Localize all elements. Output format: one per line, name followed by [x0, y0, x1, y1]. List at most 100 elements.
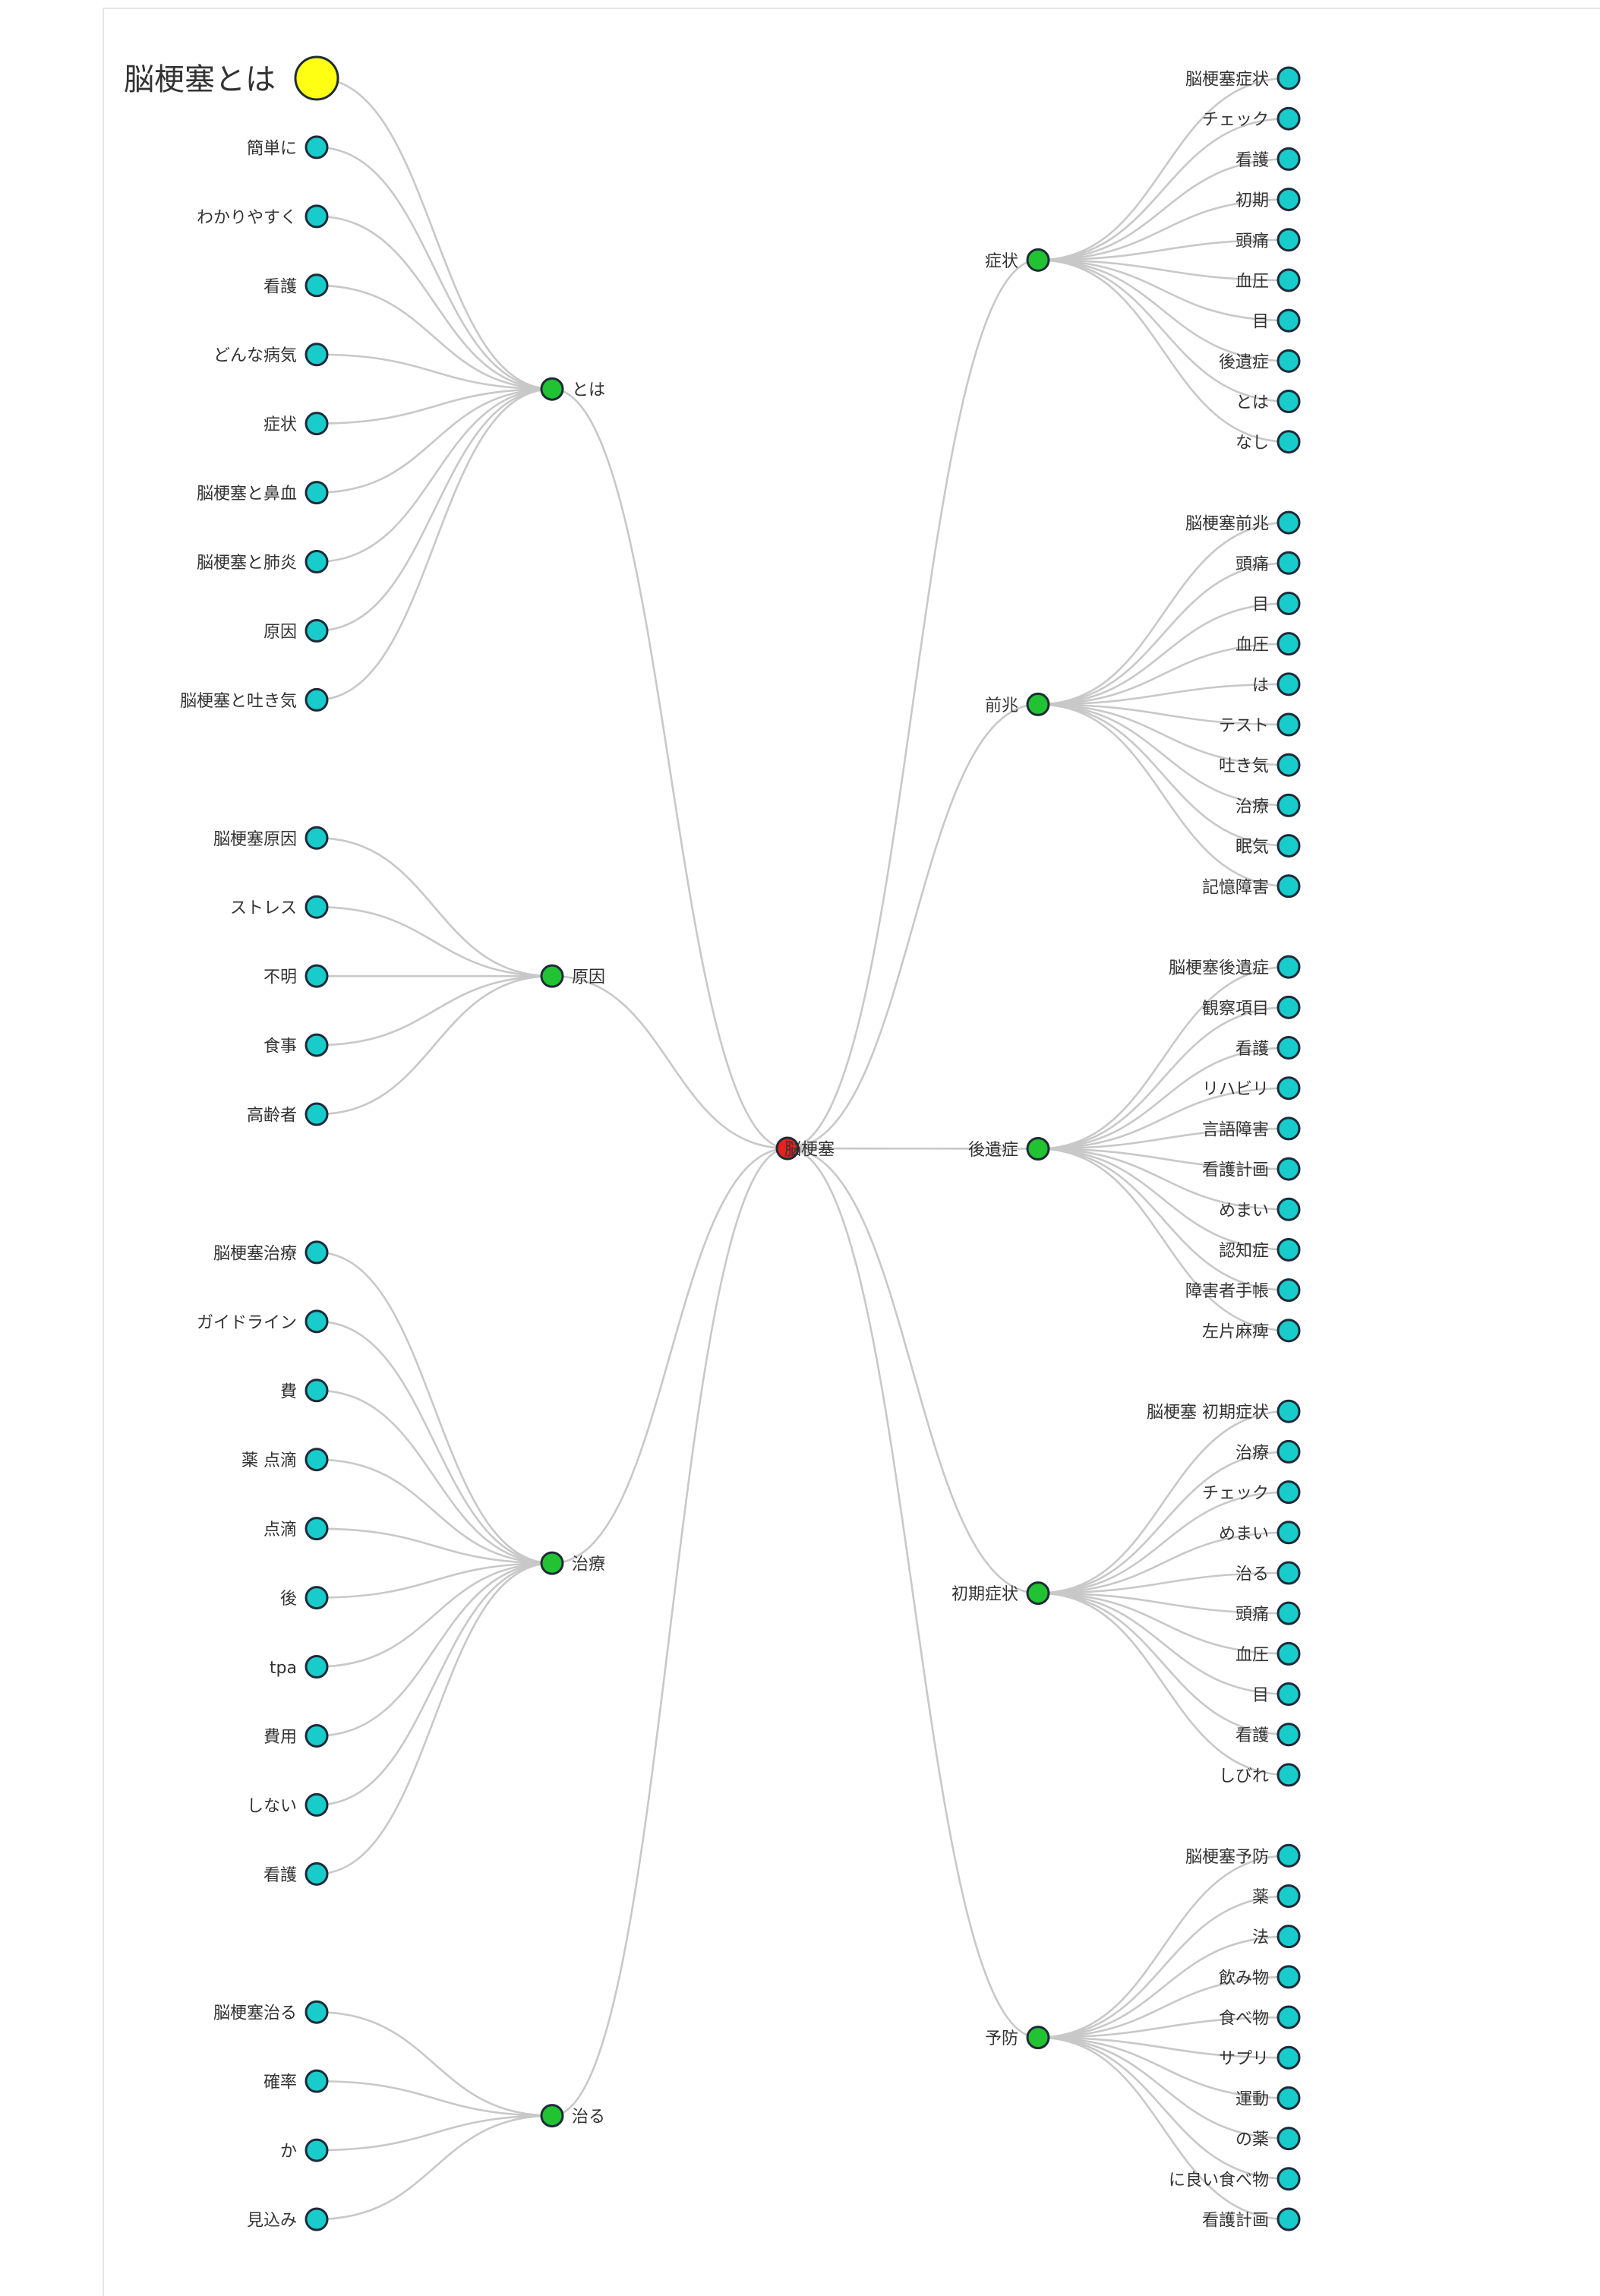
leaf-node-right-0-0[interactable]: 脳梗塞症状: [1185, 66, 1301, 90]
leaf-node-right-2-3[interactable]: リハビリ: [1202, 1076, 1301, 1101]
leaf-node-right-2-7-marker[interactable]: [1277, 1237, 1301, 1262]
leaf-node-right-2-4-marker[interactable]: [1277, 1116, 1301, 1141]
leaf-node-right-2-0[interactable]: 脳梗塞後遺症: [1169, 955, 1301, 979]
leaf-node-right-2-7[interactable]: 認知症: [1219, 1237, 1301, 1262]
leaf-node-right-0-9[interactable]: なし: [1236, 430, 1301, 454]
leaf-node-right-0-8-marker[interactable]: [1277, 390, 1301, 414]
category-node-right-0-marker[interactable]: [1026, 248, 1050, 272]
leaf-node-right-3-7[interactable]: 目: [1252, 1682, 1301, 1707]
root-node[interactable]: 脳梗塞: [775, 1136, 835, 1161]
leaf-node-right-0-1[interactable]: チェック: [1202, 106, 1301, 131]
leaf-node-left-0-2-marker[interactable]: [305, 204, 329, 229]
leaf-node-right-1-7[interactable]: 治療: [1236, 793, 1301, 817]
leaf-node-left-0-1[interactable]: 簡単に: [247, 135, 329, 159]
leaf-node-right-1-3-marker[interactable]: [1277, 632, 1301, 656]
leaf-node-right-0-7[interactable]: 後遺症: [1219, 349, 1301, 373]
leaf-node-right-0-4-marker[interactable]: [1277, 228, 1301, 252]
leaf-node-left-2-8-marker[interactable]: [305, 1792, 329, 1817]
leaf-node-right-1-2-marker[interactable]: [1277, 591, 1301, 615]
category-node-right-4-marker[interactable]: [1026, 2026, 1050, 2050]
leaf-node-left-0-9-marker[interactable]: [305, 687, 329, 712]
leaf-node-right-3-5-marker[interactable]: [1277, 1601, 1301, 1625]
category-node-right-3[interactable]: 初期症状: [951, 1581, 1050, 1606]
leaf-node-left-2-9[interactable]: 看護: [264, 1862, 329, 1886]
leaf-node-left-2-7-marker[interactable]: [305, 1723, 329, 1748]
category-node-left-3[interactable]: 治る: [540, 2104, 605, 2128]
leaf-node-left-2-5-marker[interactable]: [305, 1586, 329, 1610]
leaf-node-right-3-7-marker[interactable]: [1277, 1682, 1301, 1707]
leaf-node-right-1-4-marker[interactable]: [1277, 672, 1301, 696]
leaf-node-right-4-0[interactable]: 脳梗塞予防: [1185, 1843, 1301, 1868]
leaf-node-left-1-2[interactable]: 不明: [264, 964, 329, 988]
leaf-node-left-0-9[interactable]: 脳梗塞と吐き気: [180, 687, 329, 712]
leaf-node-right-0-5[interactable]: 血圧: [1236, 268, 1301, 292]
leaf-node-right-2-8-marker[interactable]: [1277, 1278, 1301, 1303]
leaf-node-right-4-4[interactable]: 食べ物: [1219, 2005, 1301, 2029]
leaf-node-left-0-6-marker[interactable]: [305, 481, 329, 505]
leaf-node-left-3-0[interactable]: 脳梗塞治る: [213, 2000, 329, 2024]
leaf-node-left-2-4-marker[interactable]: [305, 1517, 329, 1541]
leaf-node-right-2-9-marker[interactable]: [1277, 1319, 1301, 1343]
leaf-node-left-0-3[interactable]: 看護: [264, 273, 329, 298]
leaf-node-left-2-9-marker[interactable]: [305, 1862, 329, 1886]
leaf-node-left-2-2[interactable]: 費: [280, 1379, 329, 1403]
leaf-node-right-2-6[interactable]: めまい: [1219, 1197, 1301, 1221]
leaf-node-right-3-2-marker[interactable]: [1277, 1480, 1301, 1505]
leaf-node-left-3-3-marker[interactable]: [305, 2207, 329, 2231]
leaf-node-right-3-9[interactable]: しびれ: [1219, 1763, 1301, 1787]
leaf-node-left-3-0-marker[interactable]: [305, 2000, 329, 2024]
leaf-node-right-4-9-marker[interactable]: [1277, 2207, 1301, 2231]
leaf-node-right-2-0-marker[interactable]: [1277, 955, 1301, 979]
leaf-node-right-4-8[interactable]: に良い食べ物: [1169, 2167, 1301, 2191]
leaf-node-left-1-0[interactable]: 脳梗塞原因: [213, 826, 329, 850]
category-node-right-4[interactable]: 予防: [985, 2026, 1050, 2050]
leaf-node-right-1-8-marker[interactable]: [1277, 834, 1301, 858]
leaf-node-right-4-7[interactable]: の薬: [1236, 2127, 1301, 2151]
leaf-node-right-3-1-marker[interactable]: [1277, 1439, 1301, 1464]
leaf-node-right-2-1-marker[interactable]: [1277, 995, 1301, 1019]
leaf-node-right-0-4[interactable]: 頭痛: [1236, 228, 1301, 252]
leaf-node-right-2-3-marker[interactable]: [1277, 1076, 1301, 1101]
leaf-node-right-4-6[interactable]: 運動: [1236, 2086, 1301, 2110]
leaf-node-left-0-4[interactable]: どんな病気: [213, 343, 329, 367]
leaf-node-left-2-4[interactable]: 点滴: [264, 1517, 329, 1541]
leaf-node-right-4-6-marker[interactable]: [1277, 2086, 1301, 2110]
leaf-node-right-1-6-marker[interactable]: [1277, 753, 1301, 777]
leaf-node-left-0-2[interactable]: わかりやすく: [197, 204, 329, 229]
leaf-node-right-4-2[interactable]: 法: [1252, 1925, 1301, 1949]
category-node-left-2[interactable]: 治療: [540, 1551, 605, 1575]
leaf-node-right-3-4-marker[interactable]: [1277, 1561, 1301, 1585]
leaf-node-right-3-8-marker[interactable]: [1277, 1723, 1301, 1747]
leaf-node-right-3-6[interactable]: 血圧: [1236, 1641, 1301, 1666]
leaf-node-right-3-1[interactable]: 治療: [1236, 1439, 1301, 1464]
leaf-node-left-0-6[interactable]: 脳梗塞と鼻血: [197, 481, 329, 505]
leaf-node-left-3-1[interactable]: 確率: [264, 2069, 329, 2093]
leaf-node-left-2-2-marker[interactable]: [305, 1379, 329, 1403]
leaf-node-right-2-2[interactable]: 看護: [1236, 1036, 1301, 1060]
leaf-node-right-4-1[interactable]: 薬: [1252, 1884, 1301, 1908]
leaf-node-left-3-2[interactable]: か: [280, 2138, 329, 2162]
leaf-node-left-2-3-marker[interactable]: [305, 1448, 329, 1472]
leaf-node-left-0-4-marker[interactable]: [305, 343, 329, 367]
leaf-node-right-0-3-marker[interactable]: [1277, 188, 1301, 212]
leaf-node-left-3-3[interactable]: 見込み: [247, 2207, 329, 2231]
leaf-node-right-4-3-marker[interactable]: [1277, 1965, 1301, 1989]
category-node-right-2-marker[interactable]: [1026, 1137, 1050, 1161]
leaf-node-left-3-1-marker[interactable]: [305, 2069, 329, 2093]
leaf-node-left-0-5[interactable]: 症状: [264, 412, 329, 436]
leaf-node-left-2-6-marker[interactable]: [305, 1655, 329, 1679]
leaf-node-left-0-8[interactable]: 原因: [264, 618, 329, 643]
leaf-node-right-3-6-marker[interactable]: [1277, 1641, 1301, 1666]
leaf-node-left-2-8[interactable]: しない: [247, 1792, 329, 1817]
leaf-node-right-2-5-marker[interactable]: [1277, 1157, 1301, 1181]
leaf-node-right-1-5[interactable]: テスト: [1219, 712, 1301, 737]
leaf-node-right-0-1-marker[interactable]: [1277, 106, 1301, 131]
leaf-node-right-0-5-marker[interactable]: [1277, 268, 1301, 292]
leaf-node-right-3-5[interactable]: 頭痛: [1236, 1601, 1301, 1625]
category-node-right-1-marker[interactable]: [1026, 692, 1050, 716]
leaf-node-right-4-1-marker[interactable]: [1277, 1884, 1301, 1908]
leaf-node-right-0-7-marker[interactable]: [1277, 349, 1301, 373]
leaf-node-right-1-9[interactable]: 記憶障害: [1202, 874, 1301, 899]
leaf-node-right-0-8[interactable]: とは: [1236, 390, 1301, 414]
leaf-node-right-2-9[interactable]: 左片麻痺: [1202, 1319, 1301, 1343]
